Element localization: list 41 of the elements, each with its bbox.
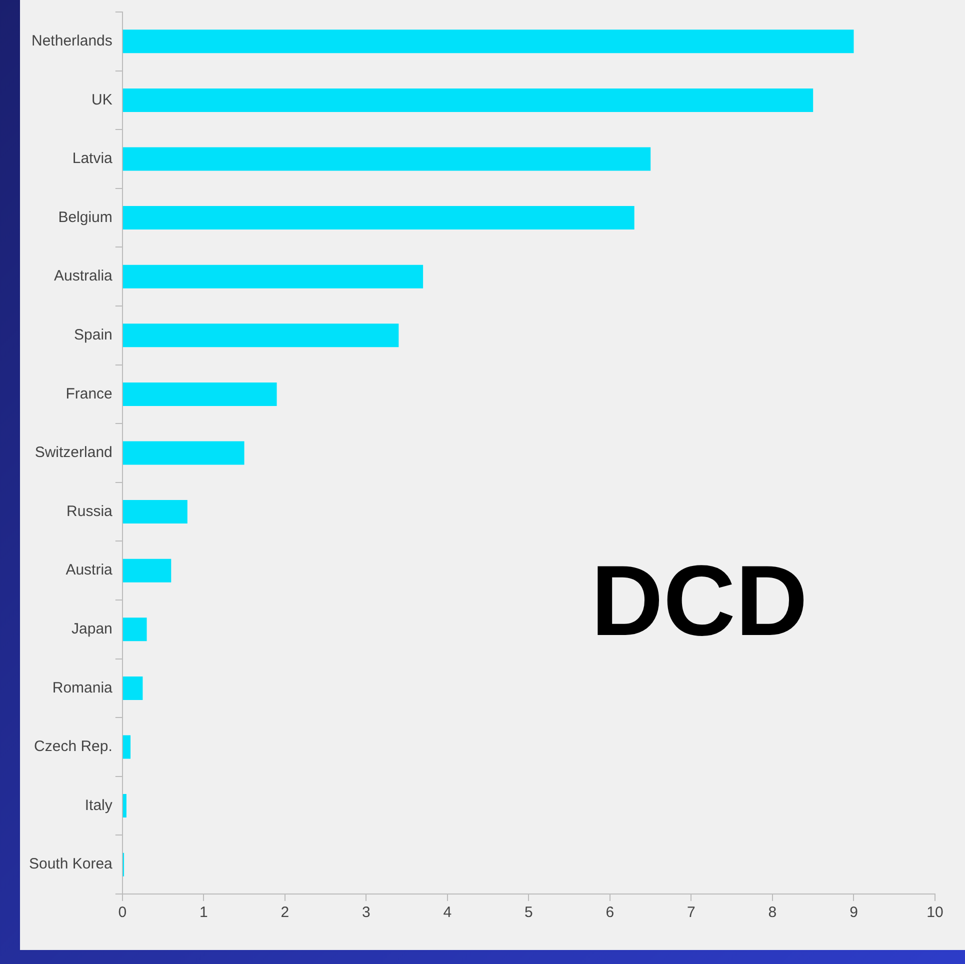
y-tick-label: Netherlands (32, 32, 112, 50)
x-tick-label: 9 (850, 904, 858, 922)
bar (122, 88, 814, 112)
y-tick-label: Czech Rep. (34, 738, 112, 756)
x-tick-label: 3 (362, 904, 370, 922)
x-tick-label: 5 (524, 904, 533, 922)
bar (122, 441, 244, 465)
y-tick-label: Japan (72, 620, 112, 638)
bar (122, 735, 131, 759)
y-tick-label: Romania (52, 679, 114, 696)
bar (122, 618, 147, 642)
y-tick-label: Italy (84, 796, 113, 814)
y-tick-label: Russia (66, 502, 114, 520)
x-tick-label: 6 (606, 904, 614, 922)
x-tick-label: 2 (280, 904, 290, 922)
x-tick-label: 10 (926, 904, 944, 922)
bar (122, 30, 854, 54)
x-tick-label: 0 (118, 904, 127, 922)
y-tick-label: Austria (66, 562, 114, 579)
y-tick-label: Belgium (58, 208, 112, 226)
bar (122, 558, 172, 582)
y-tick-label: France (66, 385, 112, 402)
bar (122, 324, 399, 348)
annotation: DCD (591, 544, 808, 657)
bar (122, 382, 277, 406)
bar (122, 206, 634, 230)
y-tick-label: Australia (54, 268, 114, 285)
x-tick-label: 1 (199, 904, 208, 922)
x-tick-label: 8 (768, 904, 777, 922)
x-tick-label: 4 (443, 904, 452, 922)
y-tick-label: Spain (74, 326, 112, 344)
y-tick-label: South Korea (28, 856, 114, 873)
bar (122, 794, 126, 818)
y-tick-label: UK (92, 91, 112, 108)
bar (122, 147, 651, 171)
bar (122, 676, 143, 700)
x-tick-label: 7 (687, 904, 696, 922)
bar (122, 500, 188, 524)
y-tick-label: Switzerland (34, 444, 112, 462)
bar (122, 264, 424, 288)
y-tick-label: Latvia (72, 150, 114, 168)
